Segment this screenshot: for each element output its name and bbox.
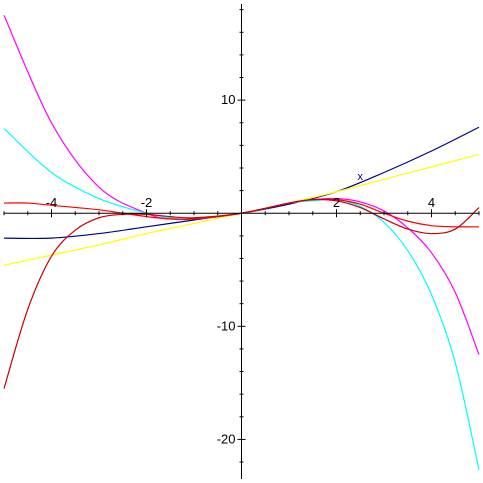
y-tick-label: -20 [217,431,236,446]
series-line-4 [3,127,480,471]
x-tick-label: 4 [428,195,435,210]
annotation-layer: x [358,171,364,183]
y-tick-label: 10 [221,92,235,107]
y-tick-label: -10 [217,318,236,333]
ticks-layer: -4 -2 2 4 10 -10 -20 [3,9,480,463]
axes-layer [4,4,479,479]
x-tick-label: -4 [46,195,58,210]
x-tick-label: -2 [141,195,153,210]
point-marker-label: x [358,171,364,183]
x-tick-label: 2 [333,195,340,210]
